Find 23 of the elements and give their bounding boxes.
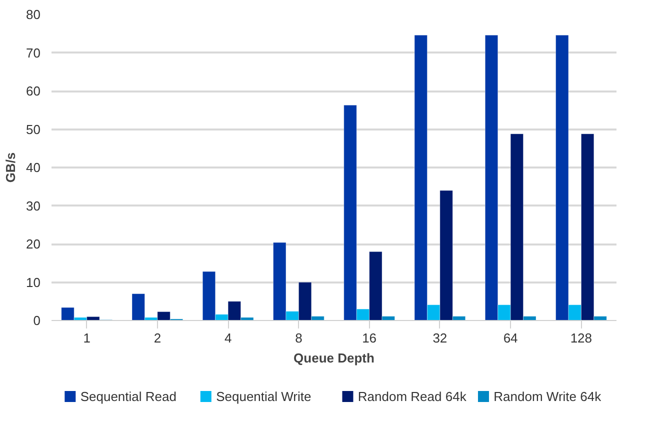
legend-label: Sequential Read (80, 389, 176, 404)
y-tick-label: 60 (26, 84, 41, 98)
y-tick-label: 50 (26, 122, 41, 137)
x-tick-label: 64 (503, 330, 518, 346)
x-tick-label: 32 (432, 330, 448, 346)
y-tick-label: 20 (26, 236, 41, 252)
y-tick-label: 30 (26, 198, 41, 214)
x-tick-label: 16 (362, 330, 377, 346)
x-tick-label: 128 (570, 330, 592, 346)
x-tick-label: 8 (295, 330, 302, 346)
x-tick-label: 4 (224, 330, 232, 346)
y-tick-label: 40 (26, 160, 41, 175)
y-tick-label: 10 (26, 274, 41, 290)
y-tick-label: 70 (26, 45, 41, 60)
x-axis-title: Queue Depth (294, 350, 375, 366)
x-tick-label: 2 (154, 330, 162, 346)
legend-label: Sequential Write (216, 389, 312, 404)
y-axis-title: GB/s (3, 152, 18, 183)
legend-label: Random Read 64k (358, 389, 467, 404)
y-tick-label: 80 (26, 7, 41, 22)
x-tick-label: 1 (83, 330, 90, 346)
y-tick-label: 0 (33, 313, 41, 328)
legend-label: Random Write 64k (494, 389, 602, 404)
